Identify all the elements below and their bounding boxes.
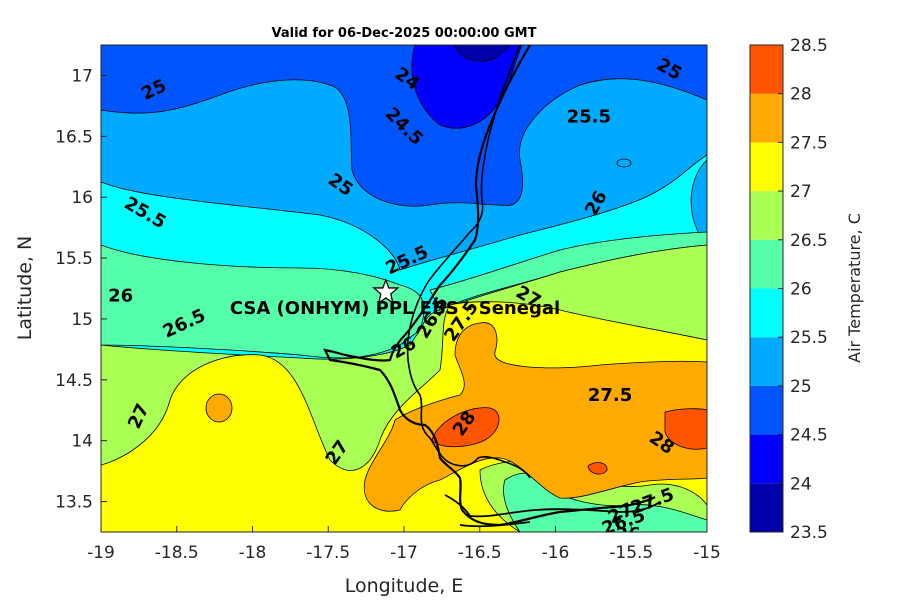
colorbar-segment (750, 142, 783, 192)
y-tick-label: 16.5 (55, 127, 93, 147)
station-star-icon (372, 278, 400, 305)
colorbar-tick-label: 25.5 (790, 328, 828, 348)
colorbar-tick-label: 27.5 (790, 133, 828, 153)
y-axis-ticks: 13.5 14 14.5 15 15.5 16 16.5 17 (55, 66, 107, 513)
band-23.5-24 (454, 45, 511, 62)
y-axis-label: Latitude, N (14, 236, 36, 341)
x-tick-label: -19 (87, 543, 115, 563)
y-tick-label: 13.5 (55, 493, 93, 513)
contour-label: 25.5 (567, 106, 611, 127)
x-axis-label: Longitude, E (345, 575, 464, 597)
colorbar-label: Air Temperature, C (845, 213, 864, 363)
colorbar-segment (750, 191, 783, 240)
y-tick-label: 17 (71, 66, 93, 86)
x-tick-label: -15 (693, 543, 721, 563)
band-26-26.5 (101, 231, 707, 359)
y-tick-label: 15 (71, 310, 93, 330)
x-axis-ticks: -19 -18.5 -18 -17.5 -17 -16.5 -16 -15.5 -15 (87, 526, 721, 563)
x-tick-label: -18 (239, 543, 267, 563)
colorbar-segment (750, 483, 783, 532)
x-tick-label: -17.5 (306, 543, 350, 563)
contour-label: 26 (616, 524, 641, 545)
contour-label: 26 (108, 285, 133, 306)
colorbar-tick-label: 26.5 (790, 231, 828, 251)
x-tick-label: -15.5 (609, 543, 653, 563)
colorbar-segment (750, 93, 783, 143)
colorbar-tick-label: 25 (790, 377, 812, 397)
river-border (406, 45, 531, 479)
colorbar: 23.5 24 24.5 25 25.5 26 26.5 27 27.5 28 28.5 (749, 36, 828, 543)
closed-contour-25.5 (616, 158, 632, 168)
colorbar-segment (750, 434, 783, 484)
station-label: CSA (ONHYM) PPL EBS - Senegal (230, 298, 560, 319)
band-28-28.5-b (664, 408, 707, 450)
band-24.5-25 (101, 45, 707, 207)
colorbar-segment (750, 45, 783, 94)
band-28-28.5-c (587, 462, 608, 475)
x-tick-label: -17 (390, 543, 418, 563)
contour-label: 27.5 (347, 529, 391, 550)
x-tick-label: -16.5 (458, 543, 502, 563)
y-tick-label: 14 (71, 432, 93, 452)
band-28-28.5-a (431, 407, 500, 448)
x-tick-label: -16 (542, 543, 570, 563)
colorbar-segment (750, 239, 783, 289)
y-tick-label: 16 (71, 188, 93, 208)
colorbar-segment (750, 288, 783, 338)
contour-label: 27.5 (588, 385, 632, 406)
colorbar-tick-label: 24 (790, 474, 812, 494)
closed-contour-27.5 (205, 393, 233, 423)
map-title: Valid for 06-Dec-2025 00:00:00 GMT (272, 26, 537, 41)
colorbar-tick-label: 27 (790, 182, 812, 202)
colorbar-tick-label: 28 (790, 85, 812, 105)
colorbar-tick-label: 26 (790, 280, 812, 300)
colorbar-segment (750, 337, 783, 386)
temperature-contour-fill: CSA (ONHYM) PPL EBS - Senegal 25 2424.525… (101, 45, 707, 550)
colorbar-tick-label: 28.5 (790, 36, 828, 56)
gambia-border (444, 494, 661, 528)
colorbar-segment (750, 385, 783, 435)
band-24-24.5 (411, 45, 523, 129)
y-tick-label: 14.5 (55, 371, 93, 391)
colorbar-tick-label: 23.5 (790, 523, 828, 543)
colorbar-tick-label: 24.5 (790, 426, 828, 446)
x-tick-label: -18.5 (155, 543, 199, 563)
y-tick-label: 15.5 (55, 249, 93, 269)
band-27.5-28 (363, 322, 707, 512)
